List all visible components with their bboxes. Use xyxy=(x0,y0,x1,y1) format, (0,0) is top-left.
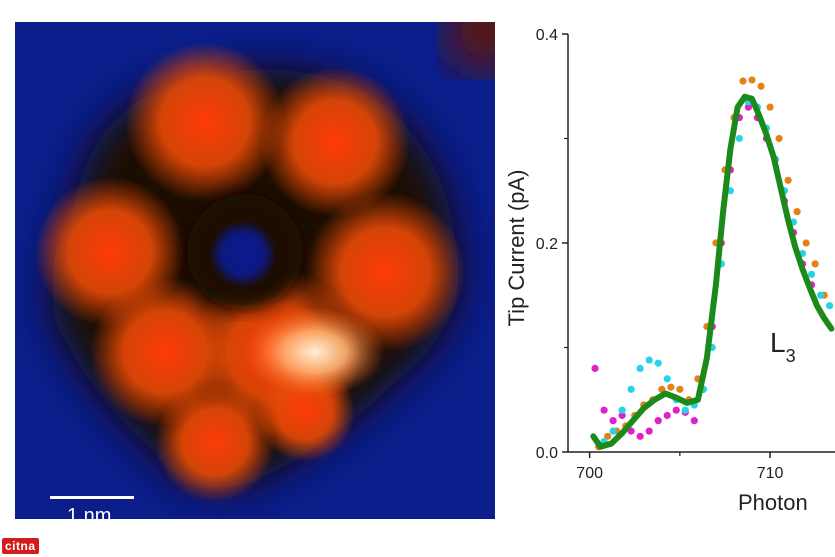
data-point xyxy=(744,103,753,111)
data-point xyxy=(645,427,653,435)
data-point xyxy=(739,77,747,85)
y-tick-label: 0.0 xyxy=(536,445,558,462)
data-point xyxy=(654,417,662,425)
lobe xyxy=(260,67,410,217)
data-point xyxy=(663,411,671,420)
x-ticks: 700 710 xyxy=(576,452,783,482)
data-point xyxy=(591,364,599,372)
data-point xyxy=(775,134,783,143)
data-point xyxy=(627,385,635,393)
data-point xyxy=(807,270,816,278)
spectrum-chart: 0.0 0.2 0.4 700 710 Tip Current (pA) Photon… xyxy=(504,27,835,515)
y-ticks: 0.0 0.2 0.4 xyxy=(536,27,568,462)
data-point xyxy=(816,291,825,299)
data-point xyxy=(802,239,810,247)
data-point xyxy=(609,427,617,435)
data-point xyxy=(690,417,698,425)
lobe xyxy=(155,382,275,502)
y-axis-label: Tip Current (pA) xyxy=(504,170,529,327)
series-layer xyxy=(590,76,835,451)
watermark-logo: citna xyxy=(2,538,39,554)
data-point xyxy=(784,176,792,184)
bright-spot xyxy=(245,307,385,397)
data-point xyxy=(672,406,680,414)
data-point xyxy=(748,76,756,84)
x-tick-label: 700 xyxy=(576,465,603,482)
data-point xyxy=(604,432,612,440)
edge-annotation-letter: L xyxy=(770,327,786,358)
stm-image: 1 nm xyxy=(15,22,495,519)
data-point xyxy=(636,364,644,372)
data-point xyxy=(618,406,626,414)
lobe xyxy=(125,42,285,202)
scale-bar xyxy=(50,496,134,499)
data-point xyxy=(735,134,743,143)
scale-bar-label: 1 nm xyxy=(67,505,112,519)
data-point xyxy=(609,417,617,425)
stm-heatmap xyxy=(15,22,495,519)
data-point xyxy=(654,359,662,367)
data-point xyxy=(793,208,801,216)
series-line xyxy=(590,93,835,450)
data-point xyxy=(757,82,765,90)
center-hole xyxy=(209,220,277,288)
x-tick-label: 710 xyxy=(757,465,784,482)
data-point xyxy=(636,432,644,440)
x-axis-label: Photon xyxy=(738,490,808,515)
data-point xyxy=(645,356,653,364)
data-point xyxy=(600,406,608,414)
y-tick-label: 0.4 xyxy=(536,27,558,44)
y-tick-label: 0.2 xyxy=(536,236,558,253)
data-point xyxy=(681,406,689,414)
data-point xyxy=(766,103,774,111)
data-point xyxy=(811,260,819,268)
data-point xyxy=(667,383,675,391)
edge-annotation-subscript: 3 xyxy=(786,346,796,366)
edge-annotation: L3 xyxy=(770,327,796,366)
data-point xyxy=(663,375,671,383)
data-point xyxy=(825,302,834,310)
data-point xyxy=(676,385,684,393)
data-point xyxy=(618,411,626,420)
